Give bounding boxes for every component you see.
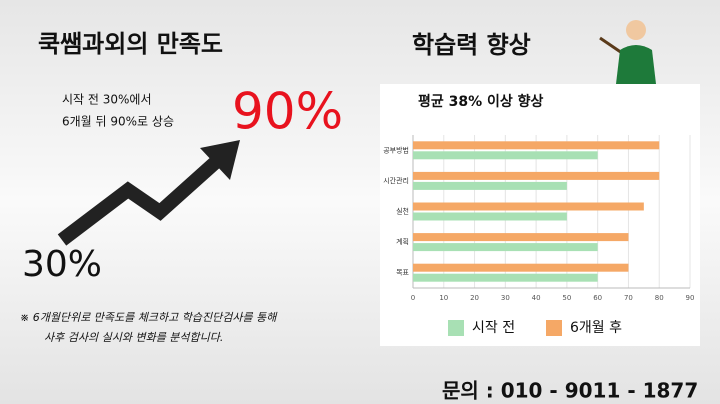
legend-swatch bbox=[448, 320, 464, 336]
arrow-head bbox=[200, 140, 240, 180]
x-tick-label: 10 bbox=[439, 294, 448, 302]
note-line: 사후 검사의 실시와 변화를 분석합니다. bbox=[44, 331, 223, 344]
trend-arrow bbox=[57, 154, 223, 246]
bar bbox=[413, 151, 598, 160]
left-title: 쿡쌤과외의 만족도 bbox=[38, 30, 223, 58]
bar bbox=[413, 141, 660, 150]
bar bbox=[413, 233, 629, 242]
before-value: 30% bbox=[22, 244, 102, 285]
x-tick-label: 90 bbox=[686, 294, 695, 302]
bar bbox=[413, 181, 567, 190]
x-tick-label: 60 bbox=[593, 294, 602, 302]
legend-label: 시작 전 bbox=[472, 320, 515, 336]
note-line: ※ 6개월단위로 만족도를 체크하고 학습진단검사를 통해 bbox=[20, 311, 278, 324]
y-tick-label: 계획 bbox=[396, 237, 409, 246]
bar bbox=[413, 243, 598, 252]
x-tick-label: 50 bbox=[562, 294, 571, 302]
summary-line: 시작 전 30%에서 bbox=[62, 93, 152, 107]
x-tick-label: 20 bbox=[470, 294, 479, 302]
y-tick-label: 목표 bbox=[396, 269, 409, 277]
legend-label: 6개월 후 bbox=[570, 320, 622, 336]
summary-line: 6개월 뒤 90%로 상승 bbox=[62, 115, 174, 129]
x-tick-label: 40 bbox=[532, 294, 541, 302]
legend-swatch bbox=[546, 320, 562, 336]
y-tick-label: 실천 bbox=[396, 207, 409, 216]
y-tick-label: 공부방법 bbox=[383, 145, 409, 154]
chart-title: 평균 38% 이상 향상 bbox=[418, 93, 544, 110]
section-title: 학습력 향상 bbox=[412, 31, 531, 59]
x-tick-label: 30 bbox=[501, 294, 510, 302]
x-tick-label: 0 bbox=[411, 294, 415, 302]
teacher-figure bbox=[599, 20, 656, 84]
bar bbox=[413, 171, 660, 180]
after-value: 90% bbox=[232, 83, 343, 141]
bar bbox=[413, 212, 567, 221]
bar bbox=[413, 202, 644, 211]
bar bbox=[413, 273, 598, 282]
x-tick-label: 70 bbox=[624, 294, 633, 302]
bar bbox=[413, 263, 629, 272]
y-tick-label: 시간관리 bbox=[383, 176, 409, 185]
contact: 문의 : 010 - 9011 - 1877 bbox=[442, 379, 698, 403]
x-tick-label: 80 bbox=[655, 294, 664, 302]
